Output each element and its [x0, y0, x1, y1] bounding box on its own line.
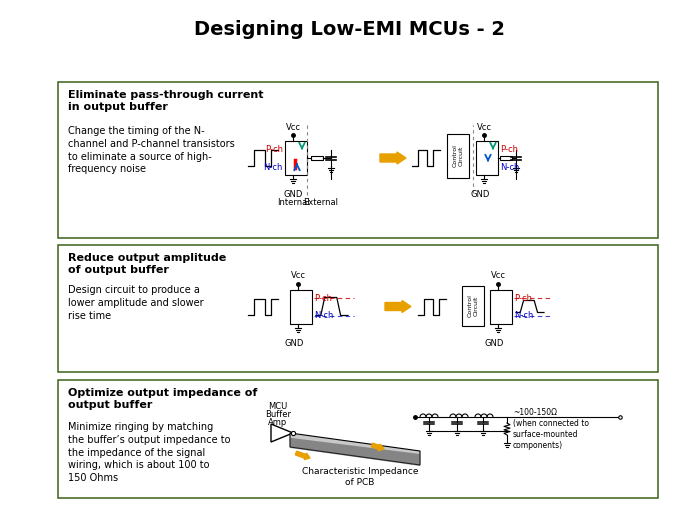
Text: Amp: Amp: [268, 418, 288, 427]
Text: External: External: [304, 198, 339, 207]
Text: MCU: MCU: [268, 402, 288, 411]
Text: Minimize ringing by matching
the buffer’s output impedance to
the impedance of t: Minimize ringing by matching the buffer’…: [68, 422, 230, 483]
Polygon shape: [290, 433, 420, 465]
Text: Reduce output amplitude
of output buffer: Reduce output amplitude of output buffer: [68, 253, 226, 275]
Bar: [290, 290, 312, 324]
Bar: [490, 290, 512, 324]
Bar: [285, 141, 307, 175]
Bar: [500, 156, 512, 160]
Text: GND: GND: [284, 190, 302, 199]
Text: Characteristic Impedance
of PCB: Characteristic Impedance of PCB: [302, 467, 419, 487]
Bar: [58, 380, 658, 498]
FancyArrow shape: [380, 152, 406, 164]
Text: Design circuit to produce a
lower amplitude and slower
rise time: Design circuit to produce a lower amplit…: [68, 285, 204, 321]
Text: Designing Low-EMI MCUs - 2: Designing Low-EMI MCUs - 2: [195, 20, 505, 39]
Text: P-ch: P-ch: [314, 294, 332, 303]
Text: GND: GND: [470, 190, 490, 199]
Text: N-ch: N-ch: [500, 163, 519, 172]
Text: Vcc: Vcc: [290, 271, 305, 280]
Text: Vcc: Vcc: [491, 271, 505, 280]
Text: Eliminate pass-through current
in output buffer: Eliminate pass-through current in output…: [68, 90, 263, 112]
Text: P-ch: P-ch: [500, 145, 518, 154]
Text: Vcc: Vcc: [286, 123, 300, 132]
Text: Buffer: Buffer: [265, 410, 291, 419]
FancyArrow shape: [295, 451, 310, 460]
Bar: [311, 156, 323, 160]
Text: P-ch: P-ch: [265, 145, 283, 154]
Bar: [58, 82, 658, 238]
FancyArrow shape: [385, 301, 411, 312]
Text: Optimize output impedance of
output buffer: Optimize output impedance of output buff…: [68, 388, 258, 410]
Bar: [58, 245, 658, 372]
Text: N-ch: N-ch: [514, 311, 533, 320]
Text: Vcc: Vcc: [477, 123, 491, 132]
Text: Control
Circuit: Control Circuit: [468, 294, 478, 317]
Text: Control
Circuit: Control Circuit: [453, 145, 463, 168]
Bar: [462, 285, 484, 326]
Text: GND: GND: [484, 338, 504, 347]
Text: Internal: Internal: [276, 198, 309, 207]
Text: Change the timing of the N-
channel and P-channel transistors
to eliminate a sou: Change the timing of the N- channel and …: [68, 126, 235, 174]
Text: P-ch: P-ch: [514, 294, 532, 303]
FancyArrow shape: [372, 443, 384, 451]
Bar: [476, 141, 498, 175]
Text: GND: GND: [284, 338, 304, 347]
Bar: [447, 134, 469, 178]
Text: N-ch: N-ch: [314, 311, 333, 320]
Text: N-ch: N-ch: [264, 163, 283, 172]
Text: ~100-150Ω
(when connected to
surface-mounted
components): ~100-150Ω (when connected to surface-mou…: [513, 408, 589, 450]
Polygon shape: [290, 438, 420, 466]
